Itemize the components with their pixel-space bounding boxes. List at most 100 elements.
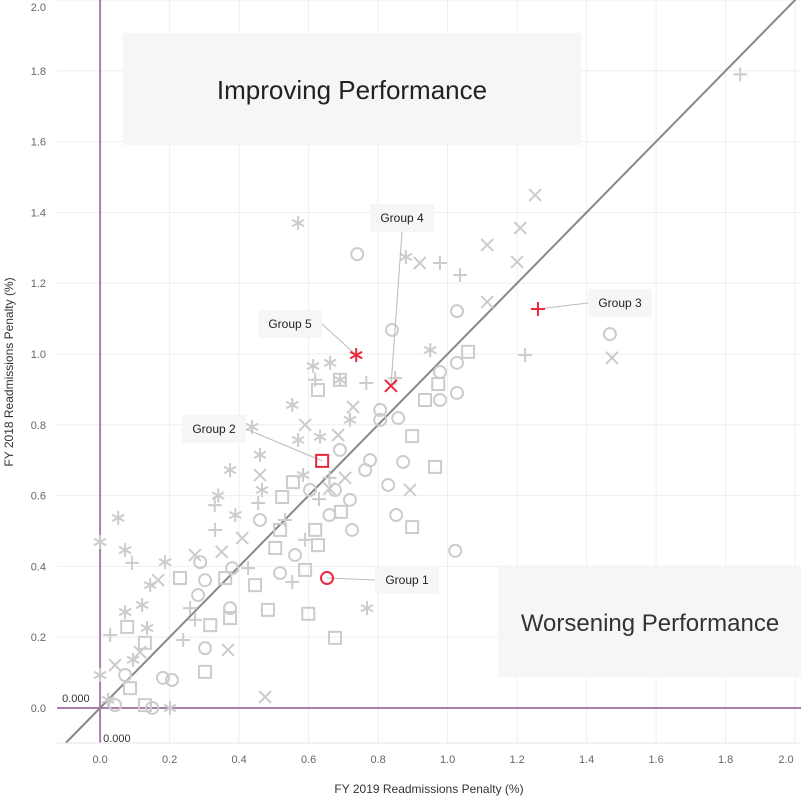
y-tick-label: 0.2: [31, 632, 46, 644]
data-point: [301, 606, 316, 621]
circle-marker: [602, 327, 617, 342]
data-point: [432, 256, 447, 271]
data-point: [350, 247, 365, 262]
data-point: [151, 573, 165, 587]
circle-marker: [449, 355, 464, 370]
data-point: [183, 601, 198, 616]
data-point: [298, 532, 313, 547]
data-point: [346, 400, 360, 414]
data-point: [291, 216, 305, 231]
marker-stroke: [245, 422, 259, 432]
circle-marker: [448, 543, 463, 558]
x-tick-label: 0.0: [92, 754, 107, 766]
data-point: [432, 365, 447, 380]
data-point: [203, 618, 218, 633]
data-point: [322, 508, 337, 523]
data-point: [118, 605, 132, 620]
data-point: [126, 652, 140, 667]
data-point: [223, 611, 238, 626]
improving-label: Improving Performance: [217, 75, 487, 105]
data-point: [373, 412, 388, 427]
data-point: [228, 508, 242, 523]
square-marker: [418, 392, 433, 407]
callout-box: [588, 289, 652, 317]
square-marker: [431, 377, 446, 392]
marker-stroke: [235, 531, 249, 545]
marker-stroke: [338, 471, 352, 485]
marker-stroke: [480, 238, 494, 252]
data-point: [111, 510, 125, 525]
square-marker: [275, 489, 290, 504]
data-point: [328, 630, 343, 645]
data-point: [453, 268, 468, 283]
marker-stroke: [343, 415, 357, 424]
square-marker: [315, 453, 330, 468]
highlighted-point: [315, 453, 330, 468]
data-point: [191, 588, 206, 603]
square-marker: [273, 522, 288, 537]
callout-leader: [321, 323, 357, 356]
callout-box: [182, 415, 246, 443]
data-point: [235, 531, 249, 545]
y-tick-label: 0.6: [31, 491, 46, 503]
data-point: [312, 492, 327, 507]
marker-stroke: [360, 603, 374, 613]
data-point: [273, 522, 288, 537]
marker-stroke: [223, 465, 237, 475]
marker-stroke: [126, 655, 140, 664]
marker-stroke: [158, 557, 172, 567]
data-point: [118, 543, 132, 558]
circle-marker: [381, 477, 396, 492]
marker-stroke: [298, 418, 312, 432]
data-point: [528, 188, 542, 202]
callout-label: Group 1: [385, 573, 429, 587]
highlighted-point: [384, 379, 398, 393]
data-point: [248, 578, 263, 593]
data-point: [133, 645, 147, 659]
data-point: [342, 492, 357, 507]
data-point: [198, 641, 213, 656]
marker-stroke: [480, 295, 494, 309]
y-tick-label: 1.2: [31, 278, 46, 290]
x-tick-label: 1.6: [648, 754, 663, 766]
square-marker: [405, 429, 420, 444]
data-point: [449, 304, 464, 319]
square-marker: [310, 383, 325, 398]
data-point: [211, 488, 225, 503]
data-point: [165, 672, 180, 687]
square-marker: [461, 344, 476, 359]
data-point: [391, 411, 406, 426]
square-marker: [310, 538, 325, 553]
data-point: [333, 504, 348, 519]
square-marker: [260, 602, 275, 617]
data-point: [251, 496, 266, 511]
marker-stroke: [135, 600, 149, 610]
data-point: [448, 543, 463, 558]
data-point: [306, 359, 320, 374]
marker-stroke: [140, 623, 154, 633]
circle-marker: [320, 571, 335, 586]
marker-stroke: [215, 545, 229, 559]
y-tick-label: 1.0: [31, 349, 46, 361]
marker-stroke: [255, 485, 269, 495]
callout-label: Group 4: [380, 211, 424, 225]
marker-stroke: [513, 221, 527, 235]
circle-marker: [302, 482, 317, 497]
data-point: [223, 601, 238, 616]
y-axis-title: FY 2018 Readmissions Penalty (%): [2, 277, 16, 466]
square-marker: [223, 611, 238, 626]
data-point: [343, 412, 357, 427]
data-point: [140, 620, 154, 635]
data-point: [137, 698, 152, 713]
data-point: [403, 483, 417, 497]
square-marker: [137, 635, 152, 650]
x-tick-label: 0.8: [370, 754, 385, 766]
square-marker: [333, 504, 348, 519]
worsening-label: Worsening Performance: [521, 610, 779, 637]
data-point: [298, 562, 313, 577]
data-point: [333, 372, 347, 387]
marker-stroke: [285, 400, 299, 410]
data-point: [198, 573, 213, 588]
x-tick-label: 0.6: [301, 754, 316, 766]
